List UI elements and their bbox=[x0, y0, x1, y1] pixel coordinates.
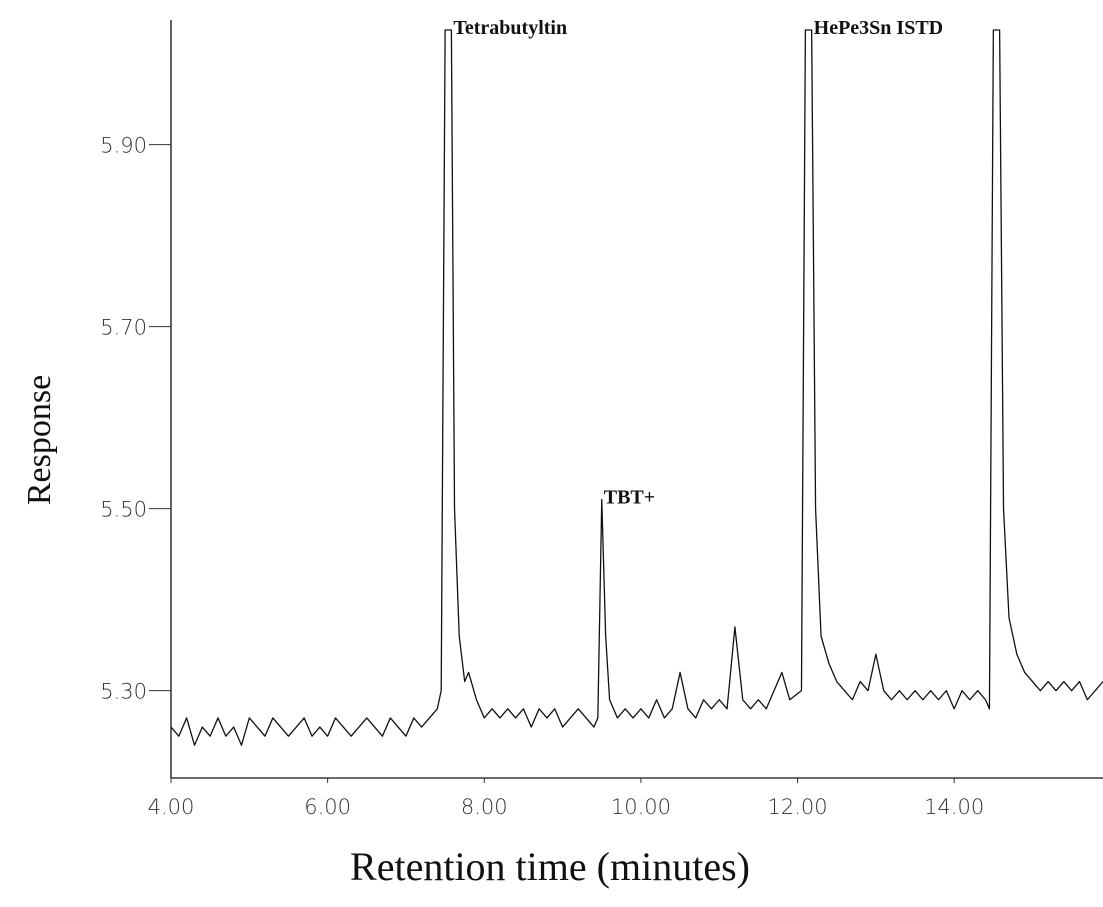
peak-label: HePe3Sn ISTD bbox=[814, 17, 943, 39]
y-axis-title: Response bbox=[21, 375, 58, 505]
trace-line bbox=[170, 29, 1103, 746]
x-tick-label: 8.00 bbox=[461, 795, 508, 819]
y-tick-label: 5.30 bbox=[100, 680, 147, 704]
peak-label: Tetrabutyltin bbox=[453, 17, 567, 39]
y-tick-label: 5.50 bbox=[100, 498, 147, 522]
y-tick-label: 5.90 bbox=[100, 134, 147, 158]
x-tick-label: 12.00 bbox=[767, 795, 827, 819]
y-tick-label: 5.70 bbox=[100, 316, 147, 340]
x-tick-label: 6.00 bbox=[304, 795, 351, 819]
x-tick-label: 14.00 bbox=[924, 795, 984, 819]
peak-label: TBT+ bbox=[604, 487, 655, 509]
x-tick-label: 4.00 bbox=[148, 795, 195, 819]
x-axis-title: Retention time (minutes) bbox=[350, 844, 750, 889]
x-tick-label: 10.00 bbox=[611, 795, 671, 819]
